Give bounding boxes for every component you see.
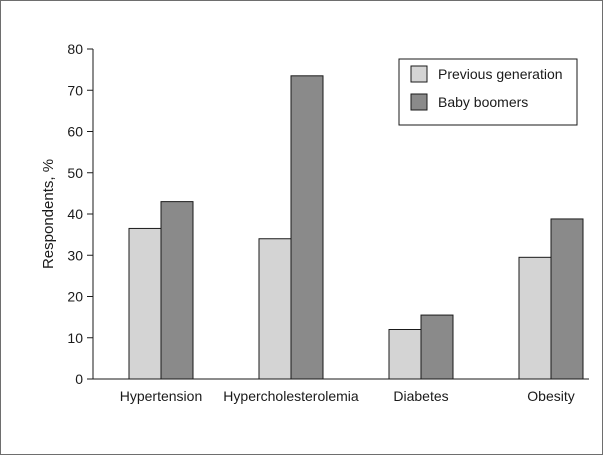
y-ticks-group: 0 10 20 30 40 50 60 70 80 bbox=[67, 41, 93, 387]
y-tick-label: 70 bbox=[67, 82, 83, 98]
x-category-label: Hypercholesterolemia bbox=[223, 388, 359, 404]
bar-previous-generation bbox=[258, 238, 292, 380]
legend-swatch bbox=[410, 93, 428, 111]
bar-baby-boomers bbox=[160, 201, 194, 380]
y-tick-label: 20 bbox=[67, 289, 83, 305]
x-category-label: Obesity bbox=[527, 388, 574, 404]
y-tick-label: 50 bbox=[67, 165, 83, 181]
x-category-label: Hypertension bbox=[120, 388, 203, 404]
legend-box bbox=[398, 58, 578, 126]
bar-previous-generation bbox=[518, 256, 552, 380]
y-tick-label: 30 bbox=[67, 247, 83, 263]
bar-baby-boomers bbox=[420, 314, 454, 380]
legend-swatch bbox=[410, 65, 428, 83]
y-tick-label: 0 bbox=[75, 371, 83, 387]
y-axis-title: Respondents, % bbox=[40, 159, 57, 269]
bars-group bbox=[128, 75, 584, 380]
bar-baby-boomers bbox=[550, 218, 584, 380]
legend-label: Previous generation bbox=[438, 66, 563, 82]
legend: Previous generation Baby boomers bbox=[398, 58, 578, 126]
y-tick-label: 10 bbox=[67, 330, 83, 346]
bar-previous-generation bbox=[128, 227, 162, 380]
y-tick-label: 60 bbox=[67, 124, 83, 140]
x-category-labels: Hypertension Hypercholesterolemia Diabetes… bbox=[120, 388, 575, 404]
y-tick-label: 80 bbox=[67, 41, 83, 57]
bar-previous-generation bbox=[388, 329, 422, 380]
x-category-label: Diabetes bbox=[393, 388, 448, 404]
legend-label: Baby boomers bbox=[438, 94, 528, 110]
bar-baby-boomers bbox=[290, 75, 324, 380]
y-tick-label: 40 bbox=[67, 206, 83, 222]
